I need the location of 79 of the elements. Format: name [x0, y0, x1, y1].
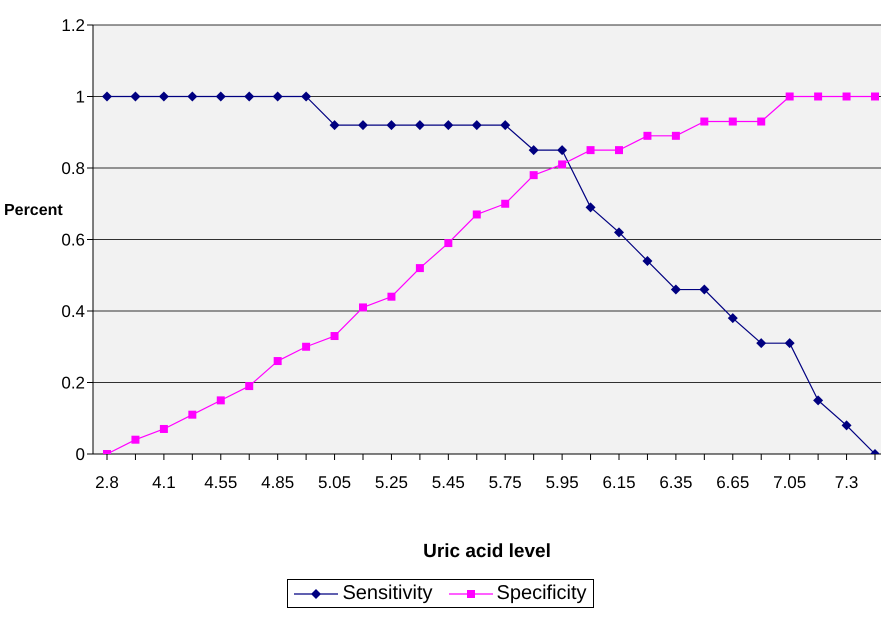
x-tick-label: 5.25 [374, 473, 408, 492]
point [130, 92, 140, 102]
y-tick-label: 0.8 [61, 159, 85, 178]
point [528, 145, 539, 156]
x-tick-label: 6.35 [659, 473, 692, 492]
point [586, 202, 596, 212]
point [670, 284, 681, 295]
point [443, 120, 454, 130]
point [158, 92, 169, 102]
point [672, 132, 680, 140]
point [330, 332, 339, 340]
point [500, 120, 510, 130]
x-axis-title: Uric acid level [423, 541, 551, 562]
point [216, 92, 226, 102]
point [530, 171, 538, 180]
point [274, 357, 282, 366]
x-tick-label: 4.1 [152, 473, 176, 492]
legend-label: Specificity [496, 582, 587, 605]
point [814, 92, 822, 100]
point [102, 92, 112, 102]
legend-label: Sensitivity [342, 582, 432, 605]
x-tick-label: 7.05 [773, 473, 806, 492]
x-tick-label: 5.75 [488, 473, 522, 492]
point [586, 146, 595, 154]
point [557, 145, 568, 156]
point [728, 313, 738, 324]
y-tick-label: 1.2 [61, 16, 85, 36]
point [700, 118, 708, 126]
point [188, 410, 196, 419]
y-tick-label: 0.2 [61, 374, 85, 393]
point [614, 227, 624, 238]
point [643, 132, 652, 140]
point [444, 239, 452, 248]
point [699, 284, 710, 295]
y-tick-label: 1 [76, 88, 85, 107]
point [245, 382, 254, 390]
point [330, 120, 340, 130]
point [358, 120, 368, 130]
x-tick-label: 5.95 [546, 473, 579, 492]
point [784, 338, 795, 348]
point [842, 92, 851, 100]
x-tick-label: 2.8 [95, 473, 119, 492]
x-tick-label: 4.85 [261, 473, 294, 492]
point [359, 303, 367, 312]
point [728, 118, 737, 126]
x-tick-label: 6.15 [602, 473, 636, 492]
x-tick-label: 7.3 [834, 473, 858, 492]
point [757, 118, 766, 126]
point [842, 420, 852, 430]
x-tick-label: 5.45 [432, 473, 465, 492]
point [386, 120, 396, 130]
point [301, 92, 312, 102]
y-tick-label: 0.6 [61, 230, 85, 250]
point [131, 436, 140, 444]
y-axis-title: Percent [4, 202, 64, 220]
point [813, 395, 824, 406]
x-tick-label: 5.05 [318, 473, 352, 492]
point [615, 146, 623, 154]
y-tick-label: 0 [76, 445, 85, 464]
point [756, 338, 766, 348]
point [416, 264, 424, 272]
point [472, 210, 481, 218]
y-tick-label: 0.4 [61, 302, 85, 322]
point [272, 92, 283, 102]
point [187, 92, 198, 102]
point [302, 342, 310, 351]
x-tick-label: 4.55 [204, 473, 238, 492]
x-tick-label: 6.65 [716, 473, 750, 492]
point [871, 92, 879, 100]
point [387, 292, 396, 301]
point [786, 92, 794, 100]
point [414, 120, 425, 130]
point [642, 256, 652, 266]
point [216, 396, 225, 404]
point [244, 92, 254, 102]
point [501, 200, 510, 208]
point [558, 160, 566, 168]
point [472, 120, 482, 130]
point [160, 424, 168, 433]
